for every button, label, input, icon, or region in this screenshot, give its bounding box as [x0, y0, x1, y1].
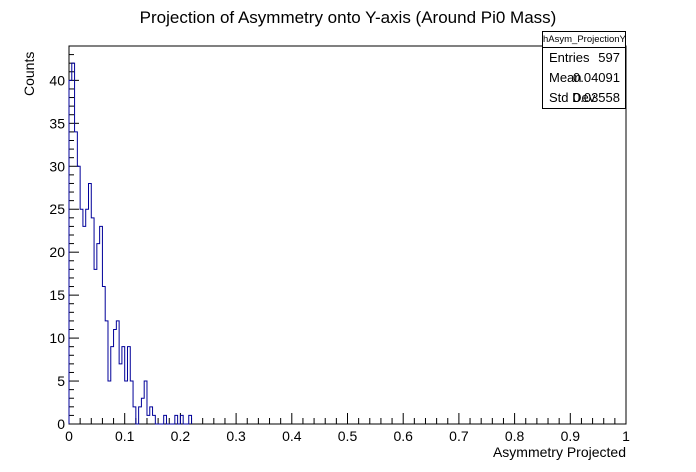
x-tick-label: 0.4	[282, 428, 302, 444]
y-tick-label: 25	[49, 201, 65, 217]
stats-row-entries: Entries 597	[543, 48, 625, 68]
histogram-bin	[147, 415, 150, 424]
x-axis-ticks: 0 0.1 0.2 0.3 0.4 0.5 0.6 0.7 0.8 0.9 1	[65, 413, 630, 444]
y-tick-label: 5	[57, 373, 65, 389]
histogram-bin	[97, 244, 100, 424]
histogram-bin	[75, 132, 78, 424]
x-tick-label: 0.7	[449, 428, 469, 444]
stats-box: hAsym_ProjectionY_allEvents Entries 597 …	[542, 31, 626, 109]
histogram-bin	[80, 209, 83, 424]
stats-value: 0.04091	[573, 70, 620, 85]
y-tick-label: 10	[49, 330, 65, 346]
chart-title: Projection of Asymmetry onto Y-axis (Aro…	[140, 8, 557, 27]
y-tick-label: 20	[49, 244, 65, 260]
x-axis-label: Asymmetry Projected	[493, 444, 626, 460]
stats-row-stddev: Std Dev 0.03558	[543, 88, 625, 108]
y-axis-label: Counts	[21, 52, 37, 96]
y-tick-label: 35	[49, 115, 65, 131]
x-tick-label: 0.2	[171, 428, 191, 444]
stats-value: 597	[598, 50, 620, 65]
stats-label: Mean	[549, 70, 582, 85]
histogram-bin	[86, 209, 89, 424]
y-axis-ticks: 0 5 10 15 20 25 30 35 40	[49, 45, 79, 432]
x-tick-label: 0.9	[561, 428, 581, 444]
stats-label: Entries	[549, 50, 590, 65]
histogram-bin	[88, 183, 91, 424]
histogram-bin	[108, 381, 111, 424]
x-tick-label: 0.3	[226, 428, 246, 444]
histogram-bin	[125, 381, 128, 424]
x-tick-label: 0	[65, 428, 73, 444]
stats-label: Std Dev	[549, 90, 596, 105]
x-tick-label: 1	[622, 428, 630, 444]
x-tick-label: 0.5	[338, 428, 358, 444]
stats-row-mean: Mean 0.04091	[543, 68, 625, 88]
histogram-bin	[83, 226, 86, 424]
y-tick-label: 15	[49, 287, 65, 303]
histogram-bin	[119, 364, 122, 424]
y-tick-label: 30	[49, 158, 65, 174]
y-tick-label: 40	[49, 72, 65, 88]
stats-value: 0.03558	[573, 90, 620, 105]
stats-box-title: hAsym_ProjectionY_allEvents	[543, 32, 625, 48]
histogram-bin	[94, 269, 97, 424]
y-tick-label: 0	[57, 416, 65, 432]
x-tick-label: 0.1	[115, 428, 135, 444]
histogram-outline	[68, 62, 193, 425]
x-tick-label: 0.6	[393, 428, 413, 444]
x-tick-label: 0.8	[505, 428, 525, 444]
